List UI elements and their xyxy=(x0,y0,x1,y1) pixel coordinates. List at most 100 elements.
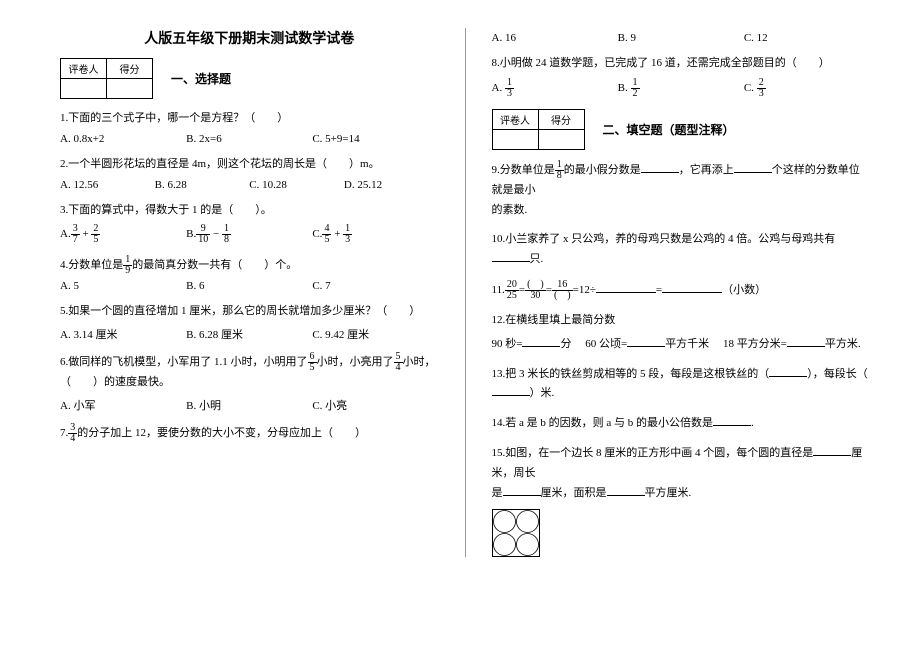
q8-b: B. 12 xyxy=(618,78,744,99)
scorebox-2: 评卷人得分 xyxy=(492,109,585,150)
q8-text: 8.小明做 24 道数学题，已完成了 16 道，还需完成全部题目的（ ） xyxy=(492,54,871,74)
q7-text: 7.34的分子加上 12，要使分数的大小不变，分母应加上（ ） xyxy=(60,423,439,444)
q6-pre: 6.做同样的飞机模型，小军用了 1.1 小时，小明用了 xyxy=(60,356,308,368)
q3-a: A.37 + 25 xyxy=(60,224,186,245)
q12-l3a: 18 平方分米= xyxy=(723,338,787,350)
q5-c: C. 9.42 厘米 xyxy=(312,326,438,342)
q9-b1 xyxy=(641,162,679,173)
q12-l2b: 平方千米 xyxy=(665,338,709,350)
q14-text: 14.若 a 是 b 的因数，则 a 与 b 的最小公倍数是. xyxy=(492,414,871,434)
q5-a: A. 3.14 厘米 xyxy=(60,326,186,342)
q15-l2c: 平方厘米. xyxy=(645,487,692,499)
q10-pre: 10.小兰家养了 x 只公鸡，养的母鸡只数是公鸡的 4 倍。公鸡与母鸡共有 xyxy=(492,233,836,245)
q5-b: B. 6.28 厘米 xyxy=(186,326,312,342)
section2-row: 评卷人得分 二、填空题（题型注释） xyxy=(492,109,871,150)
scorebox2-c2 xyxy=(538,129,584,149)
q7-c: C. 12 xyxy=(744,32,870,44)
q5-text: 5.如果一个圆的直径增加 1 厘米，那么它的周长就增加多少厘米？（ ） xyxy=(60,302,439,322)
column-divider xyxy=(465,28,466,557)
q8-b-l: B. xyxy=(618,82,628,94)
section2-label: 二、填空题（题型注释） xyxy=(603,121,735,138)
q12-line: 90 秒= 分 60 公顷= 平方千米 18 平方分米= 平方米. xyxy=(492,335,871,355)
q2-opts: A. 12.56 B. 6.28 C. 10.28 D. 25.12 xyxy=(60,179,439,191)
q13-post: ）米. xyxy=(530,387,555,399)
q12-l1a: 90 秒= xyxy=(492,338,523,350)
scorebox-h2: 得分 xyxy=(107,59,153,79)
q6-b: B. 小明 xyxy=(186,397,312,413)
q9-mid: 的最小假分数是 xyxy=(564,164,641,176)
q3-c: C.45 + 13 xyxy=(312,224,438,245)
q6-text: 6.做同样的飞机模型，小军用了 1.1 小时，小明用了65小时，小亮用了54小时… xyxy=(60,352,439,393)
q13-mid: ），每段长（ xyxy=(807,368,868,380)
q4-post: 的最简真分数一共有（ ）个。 xyxy=(132,259,297,271)
q11-pre: 11. xyxy=(492,284,505,296)
q5-opts: A. 3.14 厘米 B. 6.28 厘米 C. 9.42 厘米 xyxy=(60,326,439,342)
q7-b: B. 9 xyxy=(618,32,744,44)
q7-opts: A. 16 B. 9 C. 12 xyxy=(492,32,871,44)
q6-post: 小时， xyxy=(403,356,436,368)
q13-text: 13.把 3 米长的铁丝剪成相等的 5 段，每段是这根铁丝的（ ），每段长（ ）米. xyxy=(492,365,871,405)
q12-b2 xyxy=(627,336,665,347)
q14-post: . xyxy=(751,417,754,429)
q6-f2: 54 xyxy=(394,352,403,373)
q4-frac: 19 xyxy=(123,255,132,276)
q9-b2 xyxy=(734,162,772,173)
q3-b: B.910 − 18 xyxy=(186,224,312,245)
q6-c: C. 小亮 xyxy=(312,397,438,413)
q12-l2a: 60 公顷= xyxy=(585,338,627,350)
q7-frac: 34 xyxy=(68,423,77,444)
q4-text: 4.分数单位是19的最简真分数一共有（ ）个。 xyxy=(60,255,439,276)
q6-mid: 小时，小亮用了 xyxy=(317,356,394,368)
q2-a: A. 12.56 xyxy=(60,179,155,191)
q12-l3b: 平方米. xyxy=(825,338,861,350)
q3-text: 3.下面的算式中，得数大于 1 的是（ ）。 xyxy=(60,201,439,221)
q6-f1: 65 xyxy=(308,352,317,373)
q8-c-l: C. xyxy=(744,82,754,94)
q6-line2: （ ）的速度最快。 xyxy=(60,376,170,388)
q2-d: D. 25.12 xyxy=(344,179,439,191)
q11-f3: 16( ) xyxy=(552,280,573,301)
q6-opts: A. 小军 B. 小明 C. 小亮 xyxy=(60,397,439,413)
q12-l1b: 分 xyxy=(560,338,571,350)
scorebox-h1: 评卷人 xyxy=(61,59,107,79)
q1-text: 1.下面的三个式子中，哪一个是方程？（ ） xyxy=(60,109,439,129)
right-column: A. 16 B. 9 C. 12 8.小明做 24 道数学题，已完成了 16 道… xyxy=(492,28,871,557)
scorebox2-h1: 评卷人 xyxy=(492,109,538,129)
q15-l2a: 是 xyxy=(492,487,503,499)
q15-text: 15.如图，在一个边长 8 厘米的正方形中画 4 个圆，每个圆的直径是厘米，周长… xyxy=(492,444,871,503)
q1-a: A. 0.8x+2 xyxy=(60,133,186,145)
q11-eq3: =12÷ xyxy=(573,284,596,296)
q10-post: 只. xyxy=(530,253,544,265)
q9-frac: 18 xyxy=(555,160,564,181)
q11-f2: ( )30 xyxy=(525,280,546,301)
left-column: 人版五年级下册期末测试数学试卷 评卷人得分 一、选择题 1.下面的三个式子中，哪… xyxy=(60,28,439,557)
q7-post: 的分子加上 12，要使分数的大小不变，分母应加上（ ） xyxy=(77,427,366,439)
q14-pre: 14.若 a 是 b 的因数，则 a 与 b 的最小公倍数是 xyxy=(492,417,714,429)
q15-b3 xyxy=(607,485,645,496)
q1-b: B. 2x=6 xyxy=(186,133,312,145)
q4-b: B. 6 xyxy=(186,280,312,292)
q10-b1 xyxy=(492,251,530,262)
scorebox-1: 评卷人得分 xyxy=(60,58,153,99)
q12-text: 12.在横线里填上最简分数 xyxy=(492,311,871,331)
q8-c: C. 23 xyxy=(744,78,870,99)
q3-opts: A.37 + 25 B.910 − 18 C.45 + 13 xyxy=(60,224,439,245)
q13-b1 xyxy=(769,366,807,377)
scorebox2-c1 xyxy=(492,129,538,149)
q4-pre: 4.分数单位是 xyxy=(60,259,123,271)
q3-b-l: B. xyxy=(186,228,196,240)
q10-text: 10.小兰家养了 x 只公鸡，养的母鸡只数是公鸡的 4 倍。公鸡与母鸡共有只. xyxy=(492,230,871,270)
q7-pre: 7. xyxy=(60,427,68,439)
q11-post: （小数） xyxy=(722,284,766,296)
exam-title: 人版五年级下册期末测试数学试卷 xyxy=(60,28,439,48)
scorebox-c1 xyxy=(61,79,107,99)
q2-b: B. 6.28 xyxy=(155,179,250,191)
q8-a: A. 13 xyxy=(492,78,618,99)
q2-text: 2.一个半圆形花坛的直径是 4m，则这个花坛的周长是（ ）m。 xyxy=(60,155,439,175)
q4-a: A. 5 xyxy=(60,280,186,292)
q13-pre: 13.把 3 米长的铁丝剪成相等的 5 段，每段是这根铁丝的（ xyxy=(492,368,770,380)
q11-b1 xyxy=(596,282,656,293)
q13-b2 xyxy=(492,385,530,396)
q11-b2 xyxy=(662,282,722,293)
q11-text: 11.2025=( )30=16( )=12÷=（小数） xyxy=(492,280,871,301)
